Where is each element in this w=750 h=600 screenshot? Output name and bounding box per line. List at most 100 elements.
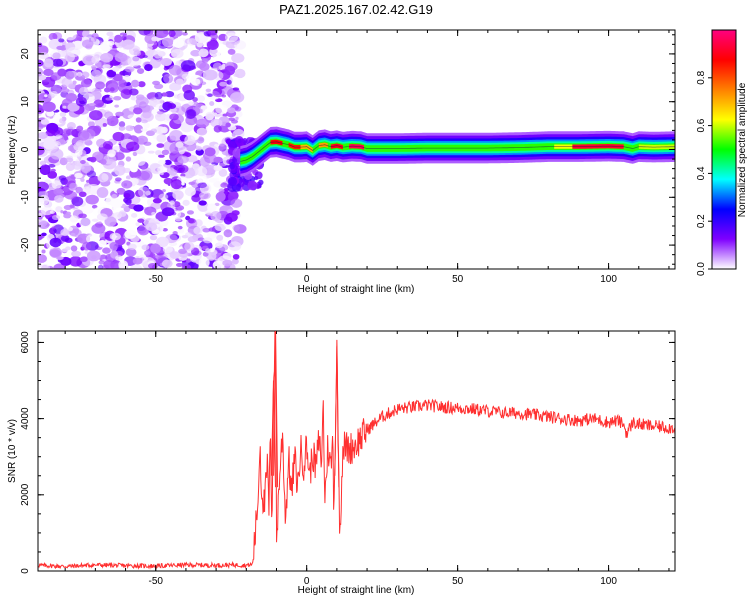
spectrogram-noise-blob <box>52 58 64 67</box>
spectrogram-noise-blob <box>133 204 144 212</box>
spectrogram-noise-blob <box>210 210 222 222</box>
spectrogram-noise-blob <box>115 111 124 117</box>
spectrogram-noise-blob <box>208 227 216 232</box>
spectrogram-noise-blob <box>169 251 181 259</box>
spectrogram-noise-blob <box>97 264 104 269</box>
spectrogram-noise-blob <box>38 124 44 130</box>
spectrogram-ytick-label: 0 <box>20 146 31 152</box>
spectrogram-noise-blob <box>196 127 208 136</box>
spectrogram-noise-blob <box>102 64 111 69</box>
spectrogram-noise-blob <box>227 107 236 114</box>
spectrogram-noise-blob <box>186 210 195 215</box>
spectrogram-noise-blob <box>38 219 48 227</box>
spectrogram-noise-blob <box>41 76 56 88</box>
spectrogram-noise-blob <box>157 166 168 174</box>
spectrogram-transition-blob <box>258 179 264 186</box>
spectrogram-noise-blob <box>65 211 71 215</box>
spectrogram-noise-blob <box>151 36 158 42</box>
spectrogram-noise-blob <box>125 199 132 206</box>
spectrogram-noise-blob <box>164 91 175 98</box>
spectrogram-noise-blob <box>182 199 190 206</box>
spectrogram-noise-blob <box>118 41 128 47</box>
spectrogram-noise-blob <box>172 231 178 236</box>
spectrogram-noise-blob <box>160 57 172 66</box>
spectrogram-noise-blob <box>45 129 56 137</box>
spectrogram-ytick-label: 10 <box>20 96 31 108</box>
spectrogram-noise-blob <box>109 87 115 92</box>
spectrogram-noise-blob <box>98 260 105 265</box>
spectrogram-noise-blob <box>114 34 123 43</box>
spectrogram-noise-blob <box>209 178 218 183</box>
spectrogram-noise-blob <box>163 73 174 84</box>
spectrogram-noise-blob <box>49 247 62 259</box>
spectrogram-transition-blob <box>228 178 235 185</box>
spectrogram-noise-blob <box>206 203 217 212</box>
spectrogram-noise-blob <box>49 237 62 248</box>
spectrogram-noise-blob <box>181 73 190 80</box>
spectrogram-noise-blob <box>140 128 148 132</box>
spectrogram-noise-blob <box>40 206 54 216</box>
spectrogram-noise-blob <box>48 32 58 41</box>
spectrogram-noise-blob <box>213 125 222 133</box>
spectrogram-noise-blob <box>231 53 245 64</box>
spectrogram-noise-blob <box>93 99 105 108</box>
spectrogram-noise-blob <box>70 245 78 252</box>
spectrogram-noise-blob <box>202 228 211 233</box>
snr-ylabel: SNR (10 * v/v) <box>7 419 18 483</box>
spectrogram-noise-blob <box>173 94 181 99</box>
spectrogram-noise-blob <box>106 31 114 37</box>
spectrogram-noise-blob <box>147 262 158 269</box>
spectrogram-noise-blob <box>146 92 156 100</box>
spectrogram-noise-blob <box>112 131 125 142</box>
spectrogram-noise-blob <box>114 104 119 108</box>
spectrogram-noise-blob <box>51 214 61 221</box>
spectrogram-xtick-label: 100 <box>600 274 617 285</box>
spectrogram-noise-blob <box>65 128 77 136</box>
spectrogram-noise-blob <box>55 134 63 139</box>
colorbar-tick-label: 0.2 <box>696 214 707 228</box>
spectrogram-noise-blob <box>209 101 215 107</box>
spectrogram-noise-blob <box>118 121 126 128</box>
spectrogram-noise-blob <box>144 250 151 256</box>
spectrogram-noise-blob <box>143 122 150 129</box>
spectrogram-noise-blob <box>180 60 196 72</box>
spectrogram-noise-blob <box>198 137 204 142</box>
spectrogram-noise-blob <box>38 262 42 268</box>
spectrogram-noise-blob <box>161 36 176 48</box>
spectrogram-noise-blob <box>169 113 179 121</box>
spectrogram-track-core <box>270 139 283 146</box>
spectrogram-noise-blob <box>137 226 147 234</box>
spectrogram-noise-blob <box>72 160 83 170</box>
spectrogram-noise-blob <box>38 108 45 114</box>
spectrogram-noise-region <box>38 30 266 269</box>
spectrogram-noise-blob <box>213 165 223 172</box>
spectrogram-noise-blob <box>198 48 209 58</box>
spectrogram-noise-blob <box>170 179 182 190</box>
spectrogram-noise-blob <box>86 233 100 245</box>
spectrogram-noise-blob <box>161 259 173 268</box>
spectrogram-noise-blob <box>195 118 210 128</box>
spectrogram-noise-blob <box>169 200 175 205</box>
spectrogram-noise-blob <box>215 191 226 202</box>
spectrogram-noise-blob <box>234 68 246 79</box>
spectrogram-noise-blob <box>222 86 234 95</box>
spectrogram-noise-blob <box>181 182 185 186</box>
spectrogram-noise-blob <box>121 180 133 189</box>
snr-xlabel: Height of straight line (km) <box>298 585 415 596</box>
spectrogram-noise-blob <box>77 130 90 141</box>
snr-series-line <box>38 331 675 570</box>
spectrogram-noise-blob <box>228 241 242 252</box>
spectrogram-noise-blob <box>230 123 235 127</box>
spectrogram-noise-blob <box>86 250 101 262</box>
spectrogram-noise-blob <box>198 257 210 268</box>
spectrogram-noise-blob <box>218 168 228 177</box>
spectrogram-noise-blob <box>151 211 156 216</box>
snr-ytick-label: 2000 <box>20 483 31 506</box>
spectrogram-noise-blob <box>62 105 67 109</box>
spectrogram-noise-blob <box>42 101 56 112</box>
spectrogram-noise-blob <box>155 103 165 110</box>
spectrogram-noise-blob <box>59 118 65 124</box>
spectrogram-noise-blob <box>178 248 187 254</box>
spectrogram-noise-blob <box>202 237 213 244</box>
spectrogram-noise-blob <box>158 193 169 201</box>
